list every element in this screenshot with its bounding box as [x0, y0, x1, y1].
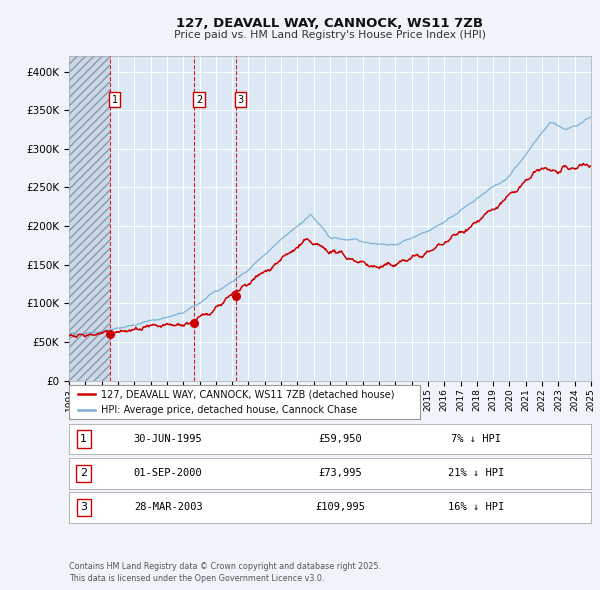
Text: 3: 3 — [80, 503, 87, 512]
Text: 01-SEP-2000: 01-SEP-2000 — [134, 468, 203, 478]
Text: 127, DEAVALL WAY, CANNOCK, WS11 7ZB (detached house): 127, DEAVALL WAY, CANNOCK, WS11 7ZB (det… — [101, 389, 394, 399]
Text: 28-MAR-2003: 28-MAR-2003 — [134, 503, 203, 512]
Text: £73,995: £73,995 — [319, 468, 362, 478]
Text: 30-JUN-1995: 30-JUN-1995 — [134, 434, 203, 444]
Text: Contains HM Land Registry data © Crown copyright and database right 2025.
This d: Contains HM Land Registry data © Crown c… — [69, 562, 381, 583]
Bar — [69, 56, 110, 381]
Text: HPI: Average price, detached house, Cannock Chase: HPI: Average price, detached house, Cann… — [101, 405, 357, 415]
Text: £59,950: £59,950 — [319, 434, 362, 444]
Text: 1: 1 — [80, 434, 87, 444]
Text: 3: 3 — [238, 95, 244, 105]
Text: 7% ↓ HPI: 7% ↓ HPI — [451, 434, 501, 444]
Text: 127, DEAVALL WAY, CANNOCK, WS11 7ZB: 127, DEAVALL WAY, CANNOCK, WS11 7ZB — [176, 17, 484, 30]
Text: £109,995: £109,995 — [316, 503, 365, 512]
Text: 2: 2 — [80, 468, 87, 478]
Text: 16% ↓ HPI: 16% ↓ HPI — [448, 503, 504, 512]
Text: 2: 2 — [196, 95, 202, 105]
Text: 1: 1 — [112, 95, 118, 105]
Text: Price paid vs. HM Land Registry's House Price Index (HPI): Price paid vs. HM Land Registry's House … — [174, 30, 486, 40]
Text: 21% ↓ HPI: 21% ↓ HPI — [448, 468, 504, 478]
